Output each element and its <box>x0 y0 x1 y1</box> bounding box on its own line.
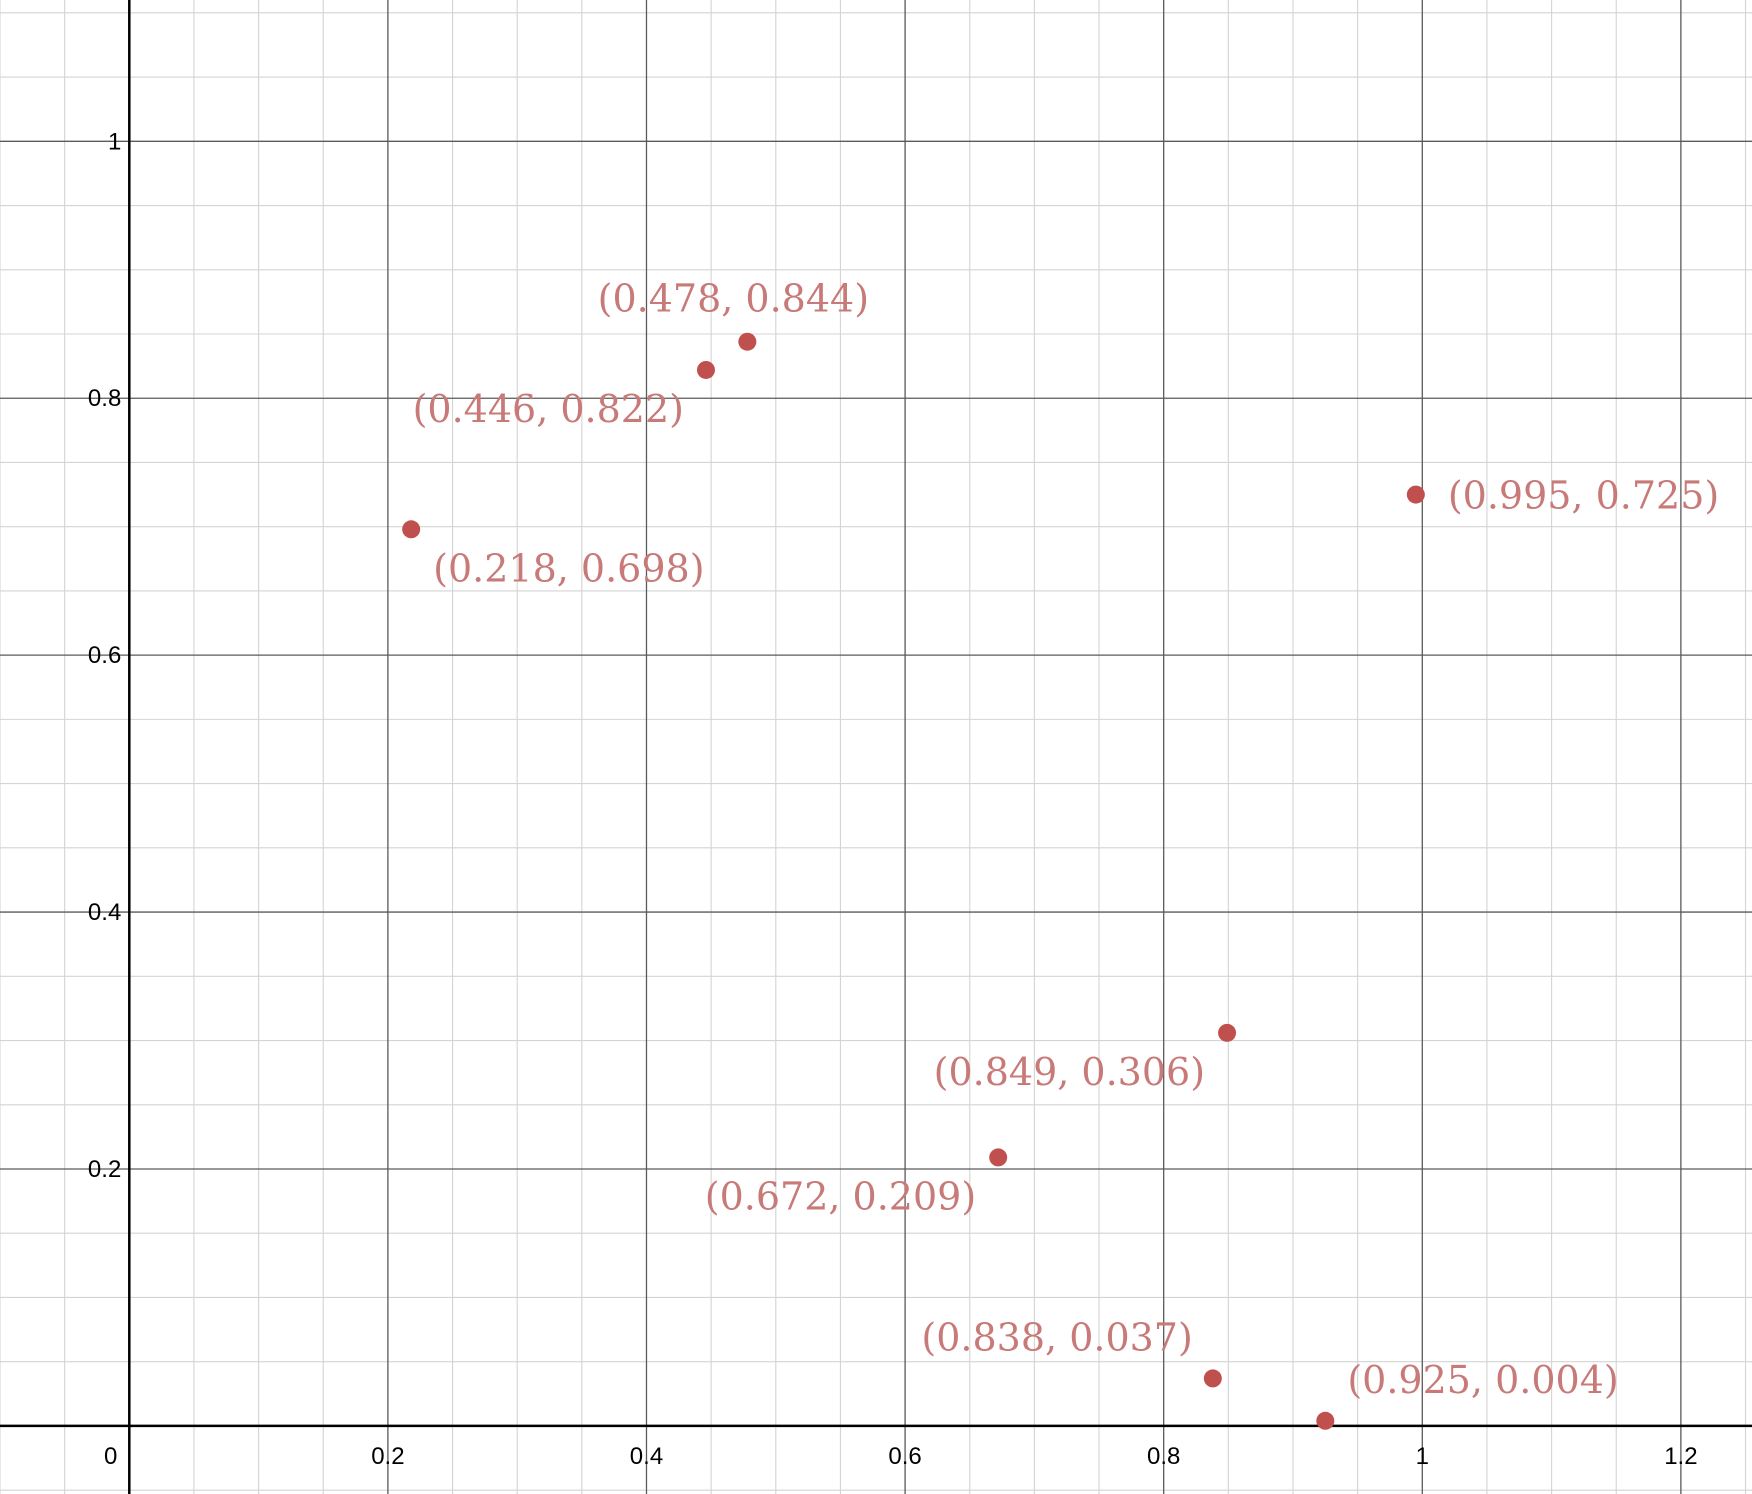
y-tick-label: 0.6 <box>88 642 121 669</box>
point-label: (0.849, 0.306) <box>934 1050 1205 1094</box>
data-point <box>1406 485 1425 504</box>
data-point <box>696 360 715 379</box>
x-tick-label: 0.6 <box>888 1443 921 1470</box>
point-label: (0.218, 0.698) <box>433 546 704 590</box>
data-point <box>402 520 421 539</box>
x-tick-label: 1.2 <box>1664 1443 1697 1470</box>
point-label: (0.478, 0.844) <box>598 277 869 321</box>
x-tick-label: 0 <box>104 1443 117 1470</box>
x-tick-label: 0.4 <box>630 1443 663 1470</box>
y-tick-label: 0.2 <box>88 1156 121 1183</box>
data-point <box>738 332 757 351</box>
point-label: (0.446, 0.822) <box>413 387 684 431</box>
y-tick-label: 0.4 <box>88 899 121 926</box>
x-tick-label: 0.2 <box>371 1443 404 1470</box>
point-label: (0.995, 0.725) <box>1448 474 1719 518</box>
point-labels: (0.218, 0.698) (0.446, 0.822) (0.478, 0.84… <box>413 277 1720 1402</box>
x-tick-label: 1 <box>1416 1443 1429 1470</box>
x-tick-label: 0.8 <box>1147 1443 1180 1470</box>
point-label: (0.838, 0.037) <box>921 1315 1192 1359</box>
y-tick-label: 1 <box>108 128 121 155</box>
tick-labels: 0 0.2 0.4 0.6 0.8 1 1.2 0.2 0.4 0.6 0.8 1 <box>88 128 1698 1470</box>
data-point <box>1218 1023 1237 1042</box>
point-label: (0.672, 0.209) <box>705 1174 976 1218</box>
data-points <box>402 332 1425 1430</box>
data-point <box>989 1148 1008 1167</box>
data-point <box>1316 1411 1335 1430</box>
data-point <box>1203 1369 1222 1388</box>
point-label: (0.925, 0.004) <box>1347 1358 1618 1402</box>
y-tick-label: 0.8 <box>88 385 121 412</box>
